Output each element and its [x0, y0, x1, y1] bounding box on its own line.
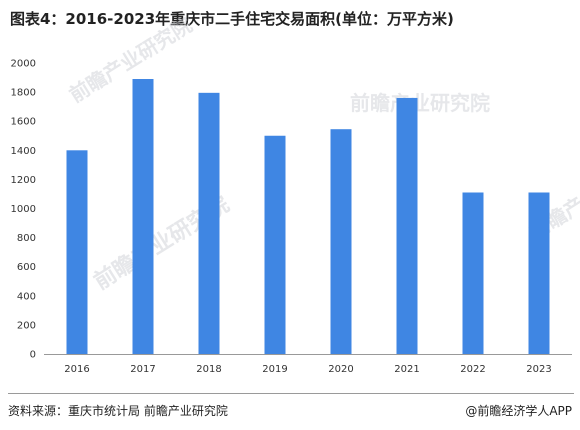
footer-divider: [8, 393, 574, 394]
y-tick-label: 200: [17, 320, 36, 331]
bar: [330, 129, 352, 354]
brand-credit: @前瞻经济学人APP: [465, 404, 572, 418]
y-tick-label: 1600: [11, 117, 36, 128]
x-tick-label: 2023: [526, 364, 551, 375]
x-tick-label: 2020: [328, 364, 353, 375]
bars: [66, 79, 550, 355]
y-tick-label: 1400: [11, 146, 36, 157]
y-tick-label: 800: [17, 233, 36, 244]
x-tick-label: 2017: [130, 364, 155, 375]
y-tick-label: 0: [30, 350, 36, 361]
y-axis: 0 200 400 600 800 1000 1200 1400 1600 1800 2000: [11, 59, 36, 361]
y-tick-label: 1000: [11, 204, 36, 215]
source-note: 资料来源：重庆市统计局 前瞻产业研究院: [8, 404, 228, 418]
bar: [66, 150, 88, 354]
bar: [132, 79, 154, 354]
x-tick-label: 2019: [262, 364, 287, 375]
y-tick-label: 1800: [11, 88, 36, 99]
watermark-text: 前瞻产业研究院: [350, 91, 490, 115]
x-tick-label: 2022: [460, 364, 485, 375]
watermark-text: 前瞻产业研究院: [65, 13, 196, 108]
y-tick-label: 400: [17, 291, 36, 302]
bar: [396, 97, 418, 355]
y-tick-label: 600: [17, 262, 36, 273]
bar: [264, 135, 286, 354]
x-tick-label: 2018: [196, 364, 221, 375]
bar: [528, 192, 550, 354]
x-axis: 2016 2017 2018 2019 2020 2021 2022 2023: [44, 354, 572, 375]
x-tick-label: 2016: [64, 364, 89, 375]
chart-title: 图表4：2016-2023年重庆市二手住宅交易面积(单位：万平方米): [10, 10, 454, 28]
bar: [198, 92, 220, 354]
y-tick-label: 1200: [11, 175, 36, 186]
x-tick-label: 2021: [394, 364, 419, 375]
bar: [462, 192, 484, 354]
y-tick-label: 2000: [11, 59, 36, 70]
